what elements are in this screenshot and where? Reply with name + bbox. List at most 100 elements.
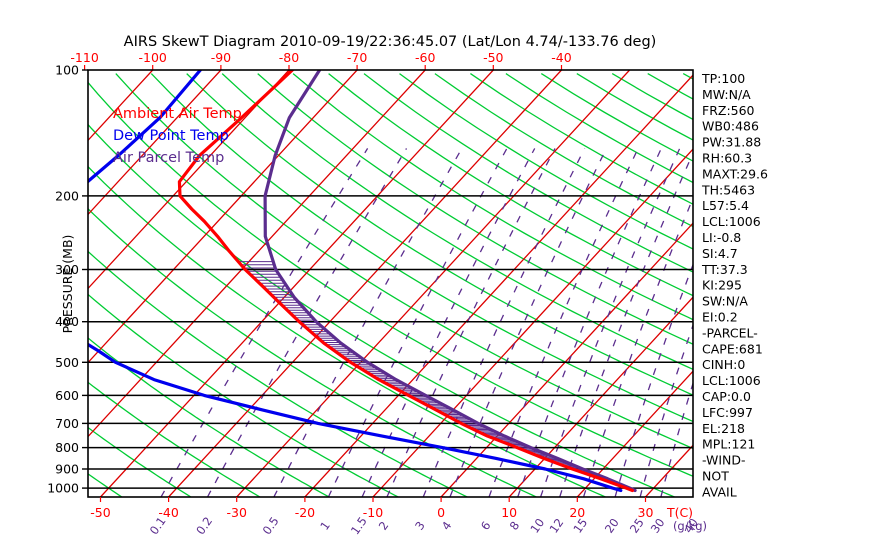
bottom-temperature-tick-label: -20 bbox=[295, 505, 315, 520]
isotherm-line bbox=[88, 70, 426, 438]
parameter-th: TH:5463 bbox=[701, 182, 755, 197]
isotherm-line bbox=[236, 70, 631, 497]
top-temperature-tick-label: -110 bbox=[70, 50, 98, 65]
bottom-temperature-tick-label: -50 bbox=[90, 505, 110, 520]
legend-dew-point-temp: Dew Point Temp bbox=[113, 128, 229, 144]
parameter-wb0: WB0:486 bbox=[702, 119, 759, 134]
dry-adiabat-line bbox=[363, 73, 693, 273]
isotherm-line bbox=[508, 296, 693, 497]
top-axis-ticks: -110 -100 -90 -80 -70 -60 -50 -40 bbox=[70, 50, 572, 70]
bottom-temperature-tick-label: 10 bbox=[501, 505, 517, 520]
mixing-ratio-ticks: 0.1 0.2 0.5 1 1.5 2 3 4 6 8 10 12 15 20 25 30 40 bbox=[147, 514, 701, 537]
parameter-si: SI:4.7 bbox=[702, 246, 738, 261]
dry-adiabat-line bbox=[399, 73, 693, 250]
parameter-parcel: -PARCEL- bbox=[702, 325, 758, 340]
parameter-cinh: CINH:0 bbox=[702, 357, 745, 372]
mixing-ratio-tick-label: 30 bbox=[648, 516, 668, 536]
parameter-frz: FRZ:560 bbox=[702, 103, 755, 118]
mixing-ratio-tick-label: 15 bbox=[570, 516, 590, 536]
isotherm-line bbox=[168, 70, 562, 497]
top-temperature-tick-label: -80 bbox=[279, 50, 299, 65]
isotherm-line bbox=[576, 370, 693, 497]
mixing-ratio-line bbox=[449, 148, 607, 497]
mixing-ratio-tick-label: 40 bbox=[681, 516, 701, 536]
isotherm-line bbox=[88, 70, 358, 364]
sounding-curve-ambient-air-temp bbox=[177, 70, 634, 493]
plot-frame bbox=[87, 69, 694, 498]
dry-adiabat-line bbox=[88, 123, 675, 497]
dry-adiabat-line bbox=[328, 73, 693, 297]
mixing-ratio-line bbox=[539, 148, 681, 497]
parameter-pw: PW:31.88 bbox=[702, 135, 761, 150]
top-temperature-tick-label: -70 bbox=[347, 50, 367, 65]
parameter-tt: TT:37.3 bbox=[701, 262, 748, 277]
dry-adiabat-line bbox=[88, 426, 192, 497]
temperature-axis-label: T(C) bbox=[666, 505, 693, 520]
parameter-cap: CAP:0.0 bbox=[702, 389, 751, 404]
pressure-tick-label: 900 bbox=[55, 462, 79, 477]
parameter-l57: L57:5.4 bbox=[702, 198, 749, 213]
parameter-cape: CAPE:681 bbox=[702, 341, 763, 356]
mixing-ratio-tick-label: 20 bbox=[602, 516, 622, 536]
sounding-curves bbox=[88, 70, 637, 493]
isotherm-line bbox=[304, 74, 693, 497]
parameter-not: NOT bbox=[702, 469, 729, 484]
mixing-ratio-axis-label: (g/kg) bbox=[673, 519, 707, 533]
dry-adiabat-line bbox=[88, 381, 261, 497]
pressure-tick-label: 400 bbox=[55, 314, 79, 329]
sounding-curve-air-parcel-temp bbox=[263, 70, 637, 493]
parameter-panel: TP:100MW:N/AFRZ:560WB0:486PW:31.88RH:60.… bbox=[701, 71, 768, 499]
parameter-lcl: LCL:1006 bbox=[702, 373, 761, 388]
top-temperature-tick-label: -60 bbox=[415, 50, 435, 65]
pressure-axis-label: PRESSURE (MB) bbox=[60, 235, 75, 334]
pressure-tick-label: 500 bbox=[55, 355, 79, 370]
mixing-ratio-line bbox=[517, 148, 662, 497]
dry-adiabat-line bbox=[221, 73, 693, 371]
bottom-temperature-tick-label: -40 bbox=[158, 505, 178, 520]
bottom-temperature-tick-label: -10 bbox=[363, 505, 383, 520]
pressure-tick-label: 200 bbox=[55, 188, 79, 203]
pressure-tick-label: 600 bbox=[55, 388, 79, 403]
isotherm-line bbox=[372, 148, 693, 497]
bottom-temperature-ticks: -50 -40 -30 -20 -10 0 10 20 30 bbox=[90, 497, 653, 520]
parameter-li: LI:-0.8 bbox=[702, 230, 741, 245]
parameter-lcl: LCL:1006 bbox=[702, 214, 761, 229]
parameter-lfc: LFC:997 bbox=[702, 405, 753, 420]
parameter-sw: SW:N/A bbox=[702, 294, 748, 309]
dry-adiabat-line bbox=[292, 73, 693, 321]
bottom-temperature-tick-label: -30 bbox=[226, 505, 246, 520]
isotherm-line bbox=[88, 70, 290, 290]
dry-adiabat-line bbox=[115, 73, 693, 450]
page-title: AIRS SkewT Diagram 2010-09-19/22:36:45.0… bbox=[124, 34, 657, 50]
parameter-ei: EI:0.2 bbox=[702, 310, 738, 325]
bottom-temperature-tick-label: 20 bbox=[569, 505, 585, 520]
top-temperature-tick-label: -50 bbox=[483, 50, 503, 65]
parameter-maxt: MAXT:29.6 bbox=[702, 166, 768, 181]
pressure-tick-label: 800 bbox=[55, 440, 79, 455]
pressure-tick-label: 1000 bbox=[47, 481, 79, 496]
top-temperature-tick-label: -100 bbox=[139, 50, 167, 65]
bottom-temperature-tick-label: 0 bbox=[437, 505, 445, 520]
parameter-avail: AVAIL bbox=[702, 484, 737, 499]
top-temperature-tick-label: -90 bbox=[211, 50, 231, 65]
parameter-mw: MW:N/A bbox=[702, 87, 751, 102]
dry-adiabat-line bbox=[88, 207, 537, 497]
isobar-lines bbox=[88, 195, 693, 489]
legend-ambient-air-temp: Ambient Air Temp bbox=[113, 106, 242, 122]
bottom-temperature-tick-label: 30 bbox=[638, 505, 654, 520]
parameter-wind: -WIND- bbox=[702, 453, 746, 468]
parameter-el: EL:218 bbox=[702, 421, 745, 436]
top-temperature-tick-label: -40 bbox=[551, 50, 571, 65]
dry-adiabat-line bbox=[257, 73, 693, 345]
mixing-ratio-line bbox=[559, 151, 693, 497]
parameter-ki: KI:295 bbox=[702, 278, 742, 293]
legend-air-parcel-temp: Air Parcel Temp bbox=[113, 150, 224, 166]
mixing-ratio-tick-label: 12 bbox=[546, 516, 566, 536]
sounding-curve-dew-point-temp bbox=[88, 70, 623, 493]
pressure-tick-label: 700 bbox=[55, 416, 79, 431]
mixing-ratio-line bbox=[488, 148, 639, 497]
parameter-mpl: MPL:121 bbox=[702, 437, 755, 452]
